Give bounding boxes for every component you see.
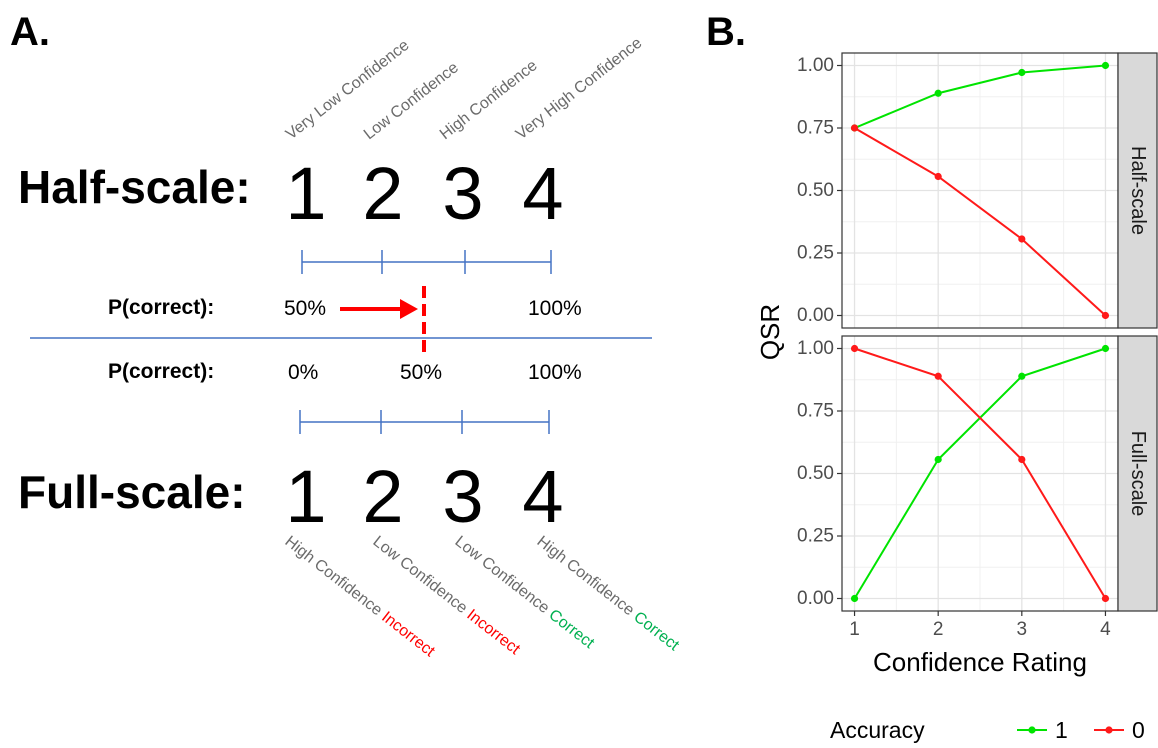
facet-1-y-tick-label: 0.75 xyxy=(797,401,834,422)
legend-key-1-point xyxy=(1028,726,1036,734)
facet-1-series-1-point xyxy=(1101,344,1110,353)
facet-0-series-0-point xyxy=(1101,311,1110,320)
x-axis-title: Confidence Rating xyxy=(873,647,1087,677)
full-p-correct-label: P(correct): xyxy=(108,360,215,383)
full-scale-digit-2: 2 xyxy=(362,455,404,538)
facet-1-strip-label: Full-scale xyxy=(1127,431,1149,517)
facet-0-series-0-line xyxy=(854,127,1107,317)
facet-1-strip xyxy=(1117,335,1158,612)
facet-1-series-0-point xyxy=(1018,455,1026,464)
x-tick-label: 2 xyxy=(933,619,944,640)
full-scale-digit-1: 1 xyxy=(285,455,327,538)
facet-1-y-tick-label: 0.00 xyxy=(797,588,834,609)
facet-0-y-tick-label: 0.75 xyxy=(797,118,834,139)
facet-1-series-0-point xyxy=(1101,594,1110,603)
facet-1-series-0-point xyxy=(934,372,942,380)
facet-0-strip xyxy=(1117,52,1158,329)
legend-label-1: 1 xyxy=(1055,717,1068,743)
y-axis-title: QSR xyxy=(755,304,785,360)
panel-a-letter: A. xyxy=(10,10,50,54)
facet-1-y-tick-label: 0.50 xyxy=(797,463,834,484)
full-scale-digit-4: 4 xyxy=(522,455,564,538)
full-p-right-value: 100% xyxy=(528,361,582,384)
facet-0-y-tick-label: 0.50 xyxy=(797,180,834,201)
shift-arrow-head xyxy=(400,299,418,319)
facet-0-series-0-point xyxy=(934,172,942,181)
half-scale-digit-1: 1 xyxy=(285,152,327,235)
facet-0-series-1-point xyxy=(934,89,942,97)
facet-0-series-0-point xyxy=(1018,235,1026,243)
half-p-correct-label: P(correct): xyxy=(108,296,215,319)
facet-1-series-1-point xyxy=(934,455,942,464)
facet-0-series-0-point xyxy=(850,124,859,132)
full-p-left-value: 0% xyxy=(288,361,319,384)
legend-key-0-point xyxy=(1105,726,1113,734)
half-scale-digit-2: 2 xyxy=(362,152,404,235)
facet-0-y-tick-label: 0.00 xyxy=(797,305,834,326)
facet-0-series-1-line xyxy=(854,64,1106,129)
facet-0-series-1-point xyxy=(1101,61,1110,70)
x-tick-label: 4 xyxy=(1100,619,1111,640)
legend-title: Accuracy xyxy=(830,717,925,743)
facet-1-series-1-point xyxy=(1018,372,1026,380)
facet-0-series-1-point xyxy=(1018,68,1026,77)
facet-0-strip-label: Half-scale xyxy=(1127,146,1149,235)
facet-1-series-0-line xyxy=(854,347,1107,600)
full-p-mid-value: 50% xyxy=(400,361,443,384)
facet-1-y-tick-label: 0.25 xyxy=(797,526,834,547)
half-scale-digit-3: 3 xyxy=(442,152,484,235)
facet-1-series-1-point xyxy=(850,594,859,603)
panel-a-graphics xyxy=(30,250,652,434)
panel-b-letter: B. xyxy=(706,10,746,54)
half-scale-title: Half-scale: xyxy=(18,161,251,213)
facet-1-series-0-point xyxy=(850,344,859,353)
half-p-left-value: 50% xyxy=(284,297,327,320)
half-scale-digit-4: 4 xyxy=(522,152,564,235)
legend-label-0: 0 xyxy=(1132,717,1145,743)
facet-0-y-tick-label: 0.25 xyxy=(797,243,834,264)
full-scale-digit-3: 3 xyxy=(442,455,484,538)
x-tick-label: 1 xyxy=(849,619,860,640)
facet-0-y-tick-label: 1.00 xyxy=(797,55,834,76)
facet-1-y-tick-label: 1.00 xyxy=(797,338,834,359)
half-p-right-value: 100% xyxy=(528,297,582,320)
full-scale-title: Full-scale: xyxy=(18,466,246,518)
x-tick-label: 3 xyxy=(1017,619,1028,640)
